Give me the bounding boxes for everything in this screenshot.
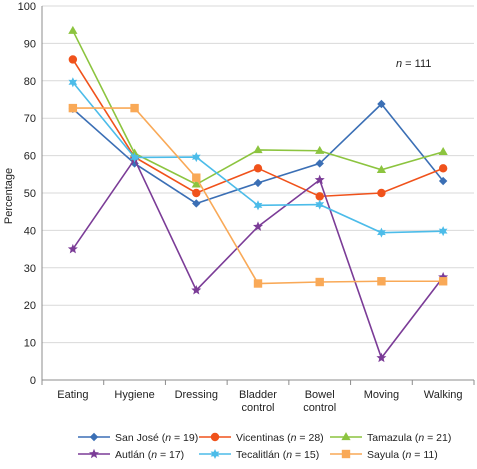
x-tick-label: Walking <box>424 389 463 401</box>
data-point <box>130 152 139 163</box>
legend-marker <box>89 448 99 459</box>
y-axis-title: Percentage <box>3 168 15 224</box>
chart-grid <box>42 5 474 381</box>
x-tick-label: Eating <box>57 389 88 401</box>
y-tick-label: 70 <box>24 113 36 125</box>
legend-entry: San José (n = 19) <box>78 432 198 444</box>
x-tick-label: Hygiene <box>114 389 154 401</box>
data-point <box>315 192 324 201</box>
legend-entry: Autlán (n = 17) <box>78 448 184 461</box>
data-point <box>253 178 263 188</box>
data-point <box>438 176 448 186</box>
data-point <box>192 188 201 198</box>
x-tick-label: Bowel control <box>303 389 336 414</box>
y-tick-label: 20 <box>24 300 36 312</box>
data-point <box>438 277 448 286</box>
data-point <box>253 200 263 211</box>
y-tick-label: 60 <box>24 151 36 163</box>
legend-entry: Tecalitlán (n = 15) <box>199 448 319 461</box>
legend-entry: Vicentinas (n = 28) <box>199 432 324 444</box>
y-tick-label: 80 <box>24 76 36 88</box>
y-tick-label: 10 <box>24 338 36 350</box>
data-point <box>438 164 448 173</box>
data-point <box>253 164 263 173</box>
data-point <box>438 147 448 156</box>
sample-size-annotation: n = 111 <box>396 58 431 70</box>
chart-series <box>67 25 449 363</box>
x-tick-label: Bladder control <box>239 389 277 414</box>
series-san-jose <box>68 99 448 208</box>
data-point <box>314 174 325 185</box>
chart-legend: San José (n = 19) Vicentinas (n = 28) Tama… <box>78 432 451 461</box>
data-point <box>68 77 78 88</box>
data-point <box>377 227 386 238</box>
data-point <box>438 271 449 282</box>
legend-marker <box>89 432 99 442</box>
legend-label: Vicentinas (n = 28) <box>236 432 324 444</box>
legend-entry: Tamazula (n = 21) <box>330 432 451 444</box>
chart-axes: 0 10 20 30 40 50 60 70 80 90 100 Eating Hygiene Dress… <box>18 1 475 414</box>
data-point <box>253 221 263 231</box>
data-point <box>253 145 263 154</box>
series-line <box>72 157 444 360</box>
data-point <box>68 25 78 34</box>
data-point <box>315 159 324 168</box>
data-point <box>68 55 78 64</box>
data-point <box>377 188 386 198</box>
legend-label: Sayula (n = 11) <box>367 449 438 461</box>
data-point <box>376 352 387 363</box>
legend-marker <box>341 449 351 459</box>
data-point <box>192 199 201 208</box>
data-point <box>67 243 78 254</box>
data-point <box>191 179 201 188</box>
data-point <box>315 199 325 210</box>
data-point <box>376 164 387 173</box>
legend-marker <box>341 432 351 441</box>
y-tick-label: 40 <box>24 225 36 237</box>
series-tamazula <box>68 25 448 188</box>
y-tick-label: 100 <box>18 1 36 13</box>
data-point <box>191 284 202 295</box>
data-point <box>192 173 201 182</box>
y-tick-label: 0 <box>30 375 36 387</box>
legend-label: Tamazula (n = 21) <box>367 432 451 444</box>
legend-label: Autlán (n = 17) <box>115 449 184 461</box>
series-sayula <box>68 103 448 288</box>
series-line <box>72 107 444 285</box>
data-point <box>191 152 201 163</box>
legend-marker <box>210 432 220 442</box>
series-line <box>72 59 444 198</box>
y-tick-label: 30 <box>24 263 36 275</box>
data-point <box>253 279 263 288</box>
x-tick-label: Moving <box>364 389 399 401</box>
data-point <box>377 277 386 286</box>
data-point <box>315 277 324 287</box>
data-point <box>438 226 448 237</box>
legend-label: San José (n = 19) <box>115 432 198 444</box>
series-line <box>72 102 444 205</box>
data-point <box>68 103 78 113</box>
data-point <box>130 103 139 113</box>
y-tick-label: 90 <box>24 38 36 50</box>
legend-label: Tecalitlán (n = 15) <box>236 449 319 461</box>
data-point <box>377 99 386 109</box>
y-tick-label: 50 <box>24 188 36 200</box>
data-point <box>315 145 325 154</box>
legend-marker <box>210 448 220 460</box>
legend-entry: Sayula (n = 11) <box>330 449 438 461</box>
x-tick-label: Dressing <box>175 389 218 401</box>
series-tecalitlan <box>68 77 448 238</box>
